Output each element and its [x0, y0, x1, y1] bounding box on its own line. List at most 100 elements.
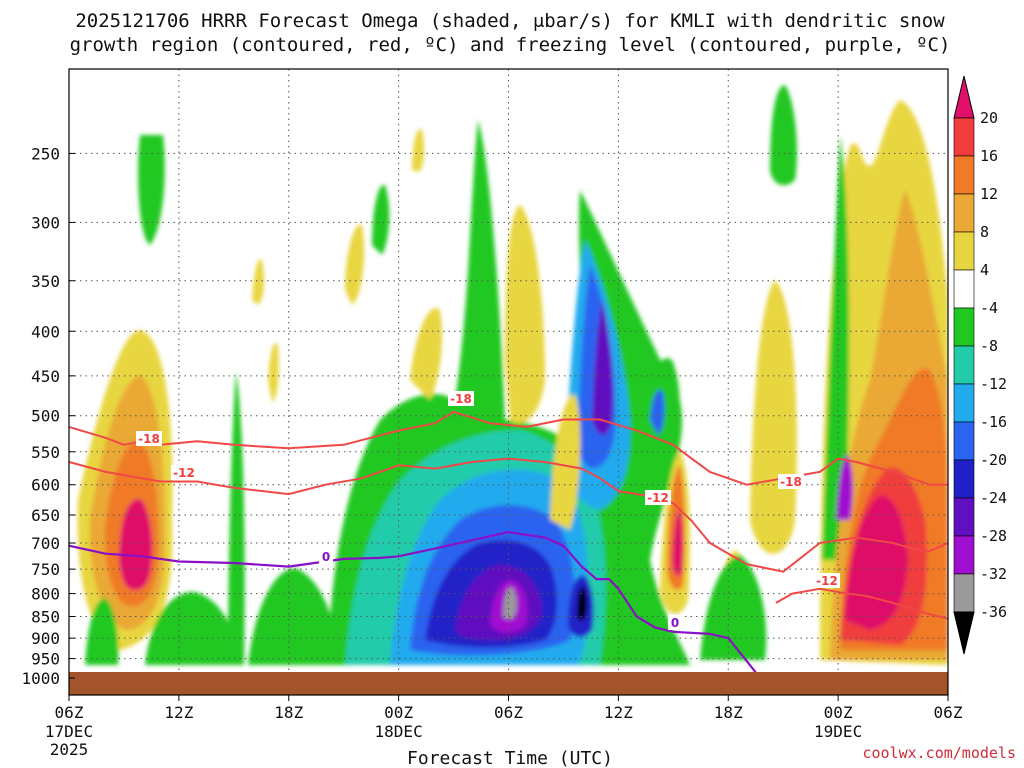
colorbar-swatch — [953, 421, 975, 461]
colorbar-swatch — [953, 193, 975, 233]
dgz-lower-contour — [69, 457, 948, 573]
colorbar-top-arrow — [953, 75, 975, 119]
freezing-label-2: 0 — [671, 616, 679, 630]
x-tick-date: 19DEC — [814, 722, 862, 741]
x-tick-label: 00Z — [384, 703, 413, 722]
y-tick-label: 750 — [31, 560, 60, 579]
colorbar-swatch — [953, 155, 975, 195]
colorbar-swatch — [953, 307, 975, 347]
y-tick-label: 250 — [31, 144, 60, 163]
colorbar-swatch — [953, 573, 975, 613]
x-axis-title: Forecast Time (UTC) — [407, 748, 613, 768]
dgz-upper-label-1: -18 — [138, 432, 160, 446]
omega-blob — [577, 586, 587, 621]
omega-blob — [822, 135, 849, 560]
omega-blob — [592, 300, 613, 435]
colorbar-swatch — [953, 269, 975, 309]
y-tick-label: 500 — [31, 407, 60, 426]
x-tick-label: 12Z — [164, 703, 193, 722]
x-tick-year: 2025 — [50, 740, 89, 759]
dgz-lower-label-3: -12 — [816, 574, 838, 588]
colorbar-swatch — [953, 117, 975, 157]
omega-blob — [836, 455, 853, 520]
y-tick-label: 400 — [31, 322, 60, 341]
y-tick-label: 650 — [31, 506, 60, 525]
colorbar-label: 4 — [980, 261, 989, 279]
colorbar-swatch — [953, 459, 975, 499]
y-tick-label: 850 — [31, 608, 60, 627]
omega-blob — [248, 568, 336, 665]
x-tick-label: 06Z — [55, 703, 84, 722]
dgz-lower-label-1: -12 — [173, 466, 195, 480]
omega-blob — [770, 85, 797, 186]
y-tick-label: 700 — [31, 534, 60, 553]
omega-blob — [700, 555, 767, 660]
colorbar-label: -16 — [980, 413, 1007, 431]
x-tick-label: 06Z — [934, 703, 963, 722]
omega-blob — [672, 510, 684, 577]
y-tick-label: 950 — [31, 650, 60, 669]
dgz-upper-label-3: -18 — [780, 475, 802, 489]
omega-blob — [118, 499, 153, 591]
y-tick-label: 600 — [31, 476, 60, 495]
colorbar-label: -24 — [980, 489, 1007, 507]
contour-labels: -18 -18 -18 -12 -12 -12 0 0 — [136, 391, 840, 630]
colorbar-label: -8 — [980, 337, 998, 355]
omega-blob — [412, 129, 425, 172]
x-tick-label: 00Z — [824, 703, 853, 722]
y-tick-label: 550 — [31, 443, 60, 462]
omega-blob — [252, 259, 265, 305]
freezing-label-1: 0 — [322, 550, 330, 564]
colorbar-swatch — [953, 535, 975, 575]
omega-blob — [550, 394, 581, 530]
x-tick-label: 18Z — [714, 703, 743, 722]
colorbar-bottom-arrow — [953, 611, 975, 655]
omega-blob — [650, 389, 665, 435]
colorbar-label: 16 — [980, 147, 998, 165]
omega-blob — [268, 343, 279, 402]
y-tick-label: 450 — [31, 367, 60, 386]
colorbar-swatch — [953, 383, 975, 423]
dgz-upper-contour — [69, 410, 948, 486]
y-tick-label: 900 — [31, 629, 60, 648]
y-axis: 250 300 350 400 450 500 550 600 650 700 750 800 850 9… — [21, 144, 75, 688]
colorbar-swatch — [953, 345, 975, 385]
y-tick-label: 350 — [31, 272, 60, 291]
contours — [69, 410, 948, 672]
y-tick-label: 1000 — [21, 669, 60, 688]
colorbar-swatch — [953, 231, 975, 271]
freezing-level-contour — [69, 530, 757, 672]
y-tick-label: 800 — [31, 585, 60, 604]
colorbar-label: -36 — [980, 603, 1007, 621]
colorbar-label: -20 — [980, 451, 1007, 469]
x-tick-date: 17DEC — [45, 722, 93, 741]
omega-blob — [372, 184, 390, 255]
colorbar-swatch — [953, 497, 975, 537]
colorbar-label: 8 — [980, 223, 989, 241]
y-tick-label: 300 — [31, 213, 60, 232]
colorbar-label: -32 — [980, 565, 1007, 583]
x-tick-date: 18DEC — [375, 722, 423, 741]
colorbar-label: -12 — [980, 375, 1007, 393]
omega-blob — [345, 224, 365, 305]
omega-blob — [410, 308, 442, 400]
dgz-lower-contour-2 — [775, 587, 948, 620]
chart-title-line1: 2025121706 HRRR Forecast Omega (shaded, … — [75, 10, 945, 32]
dgz-lower-label-2: -12 — [647, 491, 669, 505]
x-tick-label: 12Z — [604, 703, 633, 722]
chart-title-line2: growth region (contoured, red, ºC) and f… — [70, 34, 951, 56]
omega-blob — [85, 598, 119, 665]
dgz-upper-label-2: -18 — [450, 392, 472, 406]
omega-blob — [138, 135, 165, 245]
colorbar-label: -28 — [980, 527, 1007, 545]
colorbar-label: 20 — [980, 109, 998, 127]
omega-blob — [145, 591, 236, 665]
omega-blob — [505, 205, 545, 424]
watermark: coolwx.com/models — [862, 744, 1016, 762]
colorbar-label: -4 — [980, 299, 998, 317]
colorbar-label: 12 — [980, 185, 998, 203]
colorbar: 20 16 12 8 4 -4 -8 -12 -16 -20 -24 -28 -32 -36 — [953, 75, 1007, 655]
x-tick-label: 18Z — [274, 703, 303, 722]
